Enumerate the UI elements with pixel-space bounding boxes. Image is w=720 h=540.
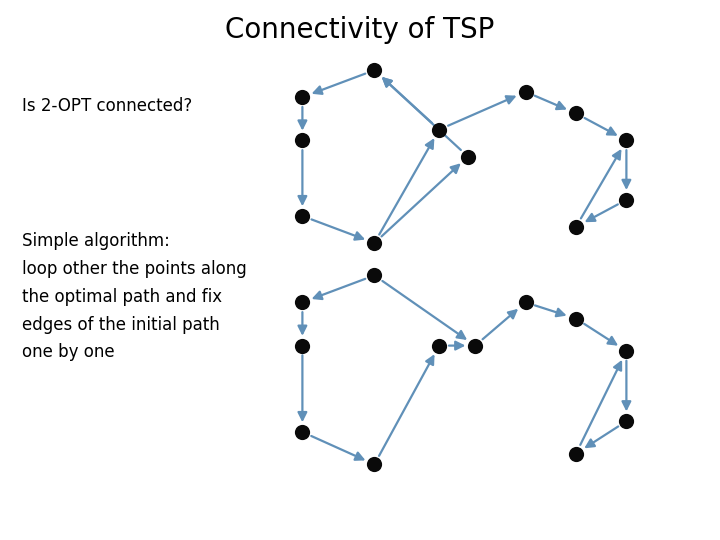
Text: Is 2-OPT connected?: Is 2-OPT connected? — [22, 97, 192, 115]
Point — [462, 152, 474, 161]
Point — [369, 271, 380, 280]
Point — [520, 298, 531, 307]
Point — [297, 298, 308, 307]
Point — [297, 212, 308, 220]
Point — [621, 347, 632, 355]
Point — [621, 195, 632, 204]
Point — [520, 87, 531, 96]
Point — [621, 417, 632, 426]
Point — [570, 449, 582, 458]
Point — [369, 66, 380, 75]
Point — [469, 341, 481, 350]
Point — [297, 93, 308, 102]
Point — [570, 222, 582, 231]
Point — [570, 314, 582, 323]
Point — [369, 460, 380, 469]
Point — [297, 428, 308, 436]
Point — [297, 341, 308, 350]
Point — [433, 341, 445, 350]
Point — [369, 239, 380, 247]
Point — [570, 109, 582, 118]
Point — [433, 125, 445, 134]
Text: Connectivity of TSP: Connectivity of TSP — [225, 16, 495, 44]
Point — [621, 136, 632, 145]
Text: Simple algorithm:
loop other the points along
the optimal path and fix
edges of : Simple algorithm: loop other the points … — [22, 232, 246, 361]
Point — [297, 136, 308, 145]
